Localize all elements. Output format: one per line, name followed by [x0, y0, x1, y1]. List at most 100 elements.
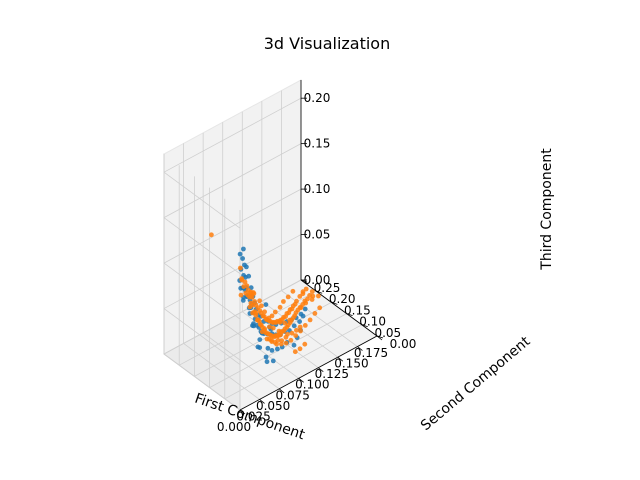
- data-point: [300, 313, 306, 319]
- z-tick-label: 0.00: [304, 273, 331, 287]
- z-grid-left: [163, 217, 241, 274]
- data-point: [251, 323, 257, 329]
- y-tick-label: 0.05: [374, 326, 401, 340]
- data-point: [278, 341, 284, 347]
- y-grid-floor: [224, 324, 362, 400]
- data-point: [303, 300, 309, 306]
- z-grid-back: [163, 234, 302, 309]
- data-point: [240, 256, 246, 261]
- data-point: [241, 246, 246, 252]
- z-tick-label: 0.05: [304, 228, 331, 242]
- data-point: [293, 333, 299, 338]
- data-points: [209, 232, 323, 365]
- y-grid-floor: [194, 302, 332, 377]
- data-point: [305, 296, 310, 302]
- data-point: [307, 317, 313, 323]
- z-tick-label: 0.10: [304, 182, 331, 196]
- x-tick-mark: [337, 356, 344, 362]
- data-point: [289, 306, 295, 312]
- data-point: [291, 323, 297, 329]
- data-point: [244, 283, 250, 289]
- x-tick-mark: [357, 346, 363, 351]
- data-point: [297, 294, 303, 299]
- data-point: [265, 345, 271, 351]
- y-tick-label: 0.25: [314, 281, 341, 295]
- data-point: [297, 346, 303, 352]
- y-tick-label: 0.20: [329, 292, 356, 306]
- data-point: [289, 330, 295, 336]
- data-point: [262, 309, 267, 315]
- data-point: [288, 337, 294, 343]
- data-point: [209, 232, 214, 238]
- data-point: [253, 302, 259, 308]
- x-grid-floor: [222, 321, 299, 379]
- data-point: [302, 341, 308, 347]
- x-grid-floor: [202, 332, 280, 390]
- data-point: [277, 304, 283, 310]
- data-point: [257, 308, 263, 313]
- data-point: [257, 345, 263, 350]
- z-axis-label: Third Component: [539, 148, 555, 271]
- data-point: [292, 301, 298, 307]
- data-point: [239, 276, 245, 281]
- y-tick-label: 0.00: [390, 337, 417, 351]
- data-point: [253, 313, 259, 318]
- x-tick-label: 0.125: [315, 367, 349, 381]
- data-point: [285, 294, 291, 300]
- y-tick-label: 0.10: [359, 315, 386, 329]
- data-point: [317, 305, 323, 311]
- y-axis-ticks: 0.000.050.100.150.200.25: [300, 279, 417, 351]
- x-tick-mark: [278, 388, 285, 394]
- data-point: [260, 313, 266, 319]
- y-tick-mark: [346, 313, 353, 316]
- data-point: [275, 337, 281, 343]
- x-grid-floor: [281, 290, 358, 347]
- z-tick-label: 0.15: [304, 137, 331, 151]
- y-axis-label: Second Component: [418, 333, 534, 434]
- data-point: [302, 323, 308, 328]
- data-point: [316, 293, 321, 299]
- z-grid-left: [163, 262, 241, 320]
- z-tick-label: 0.20: [304, 91, 331, 105]
- data-point: [290, 288, 296, 294]
- x-tick-label: 0.175: [354, 346, 388, 360]
- data-point: [279, 338, 285, 343]
- data-point: [270, 325, 276, 331]
- y-tick-mark: [316, 290, 323, 294]
- data-point: [309, 289, 315, 294]
- data-point: [297, 319, 302, 324]
- data-point: [247, 304, 253, 310]
- data-point: [302, 306, 308, 312]
- y-tick-mark: [331, 302, 338, 305]
- series-2: [209, 232, 323, 355]
- axis-lines: [239, 80, 378, 411]
- z-grid-back: [163, 143, 302, 218]
- z-grid-back: [163, 188, 302, 264]
- z-grid-left: [163, 353, 241, 411]
- data-point: [287, 317, 292, 323]
- data-point: [298, 305, 304, 311]
- data-point: [242, 279, 248, 285]
- data-point: [269, 337, 274, 343]
- data-point: [264, 359, 270, 365]
- data-point: [292, 349, 298, 355]
- y-axis-line: [300, 279, 378, 337]
- data-point: [312, 311, 318, 316]
- data-point: [275, 346, 280, 352]
- x-tick-label: 0.075: [276, 388, 310, 402]
- data-point: [259, 303, 264, 309]
- data-point: [255, 317, 260, 323]
- x-grid-floor: [183, 343, 260, 400]
- axis-panes: [163, 79, 378, 411]
- z-grid-left: [163, 308, 241, 365]
- data-point: [283, 314, 288, 319]
- x-tick-label: 0.150: [334, 357, 368, 371]
- data-point: [300, 291, 306, 297]
- x-tick-mark: [318, 367, 324, 373]
- data-point: [257, 298, 262, 304]
- data-point: [247, 290, 253, 296]
- data-point: [285, 331, 290, 337]
- data-point: [282, 320, 288, 326]
